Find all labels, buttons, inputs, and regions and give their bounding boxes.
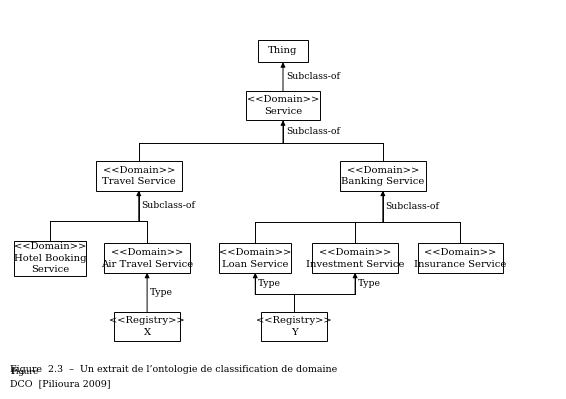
Text: <<Domain>>
Travel Service: <<Domain>> Travel Service [102,166,175,186]
Text: Figure  2.3  –  Un extrait de l’ontologie de classification de domaine: Figure 2.3 – Un extrait de l’ontologie d… [10,365,337,373]
Bar [340,161,426,191]
Bar [418,243,504,273]
Bar [312,243,398,273]
Text: <<Domain>>
Insurance Service: <<Domain>> Insurance Service [414,248,507,269]
Text: <<Domain>>
Loan Service: <<Domain>> Loan Service [219,248,291,269]
Text: Subclass-of: Subclass-of [286,127,340,136]
Text: <<Registry>>
Y: <<Registry>> Y [256,316,332,337]
Bar [114,312,181,341]
Bar [219,243,291,273]
Text: Thing: Thing [268,46,298,55]
Bar [246,91,320,120]
Bar [14,241,86,276]
Text: DCO  [Pilioura 2009]: DCO [Pilioura 2009] [10,379,111,388]
Text: Subclass-of: Subclass-of [286,72,340,81]
Text: <<Domain>>
Service: <<Domain>> Service [247,95,319,116]
Text: Type: Type [358,279,381,288]
Bar [96,161,182,191]
Text: Subclass-of: Subclass-of [385,202,440,211]
Text: F: F [10,367,17,376]
Text: Subclass-of: Subclass-of [142,201,196,210]
Text: Figure: Figure [10,368,38,376]
Text: <<Registry>>
X: <<Registry>> X [109,316,185,337]
Text: <<Domain>>
Air Travel Service: <<Domain>> Air Travel Service [101,248,193,269]
Text: <<Domain>>
Banking Service: <<Domain>> Banking Service [341,166,424,186]
Text: Type: Type [258,279,281,288]
Bar [261,312,327,341]
Bar [104,243,190,273]
Text: Type: Type [150,288,173,297]
Bar [258,40,308,62]
Text: <<Domain>>
Investment Service: <<Domain>> Investment Service [306,248,404,269]
Text: <<Domain>>
Hotel Booking
Service: <<Domain>> Hotel Booking Service [14,242,86,275]
